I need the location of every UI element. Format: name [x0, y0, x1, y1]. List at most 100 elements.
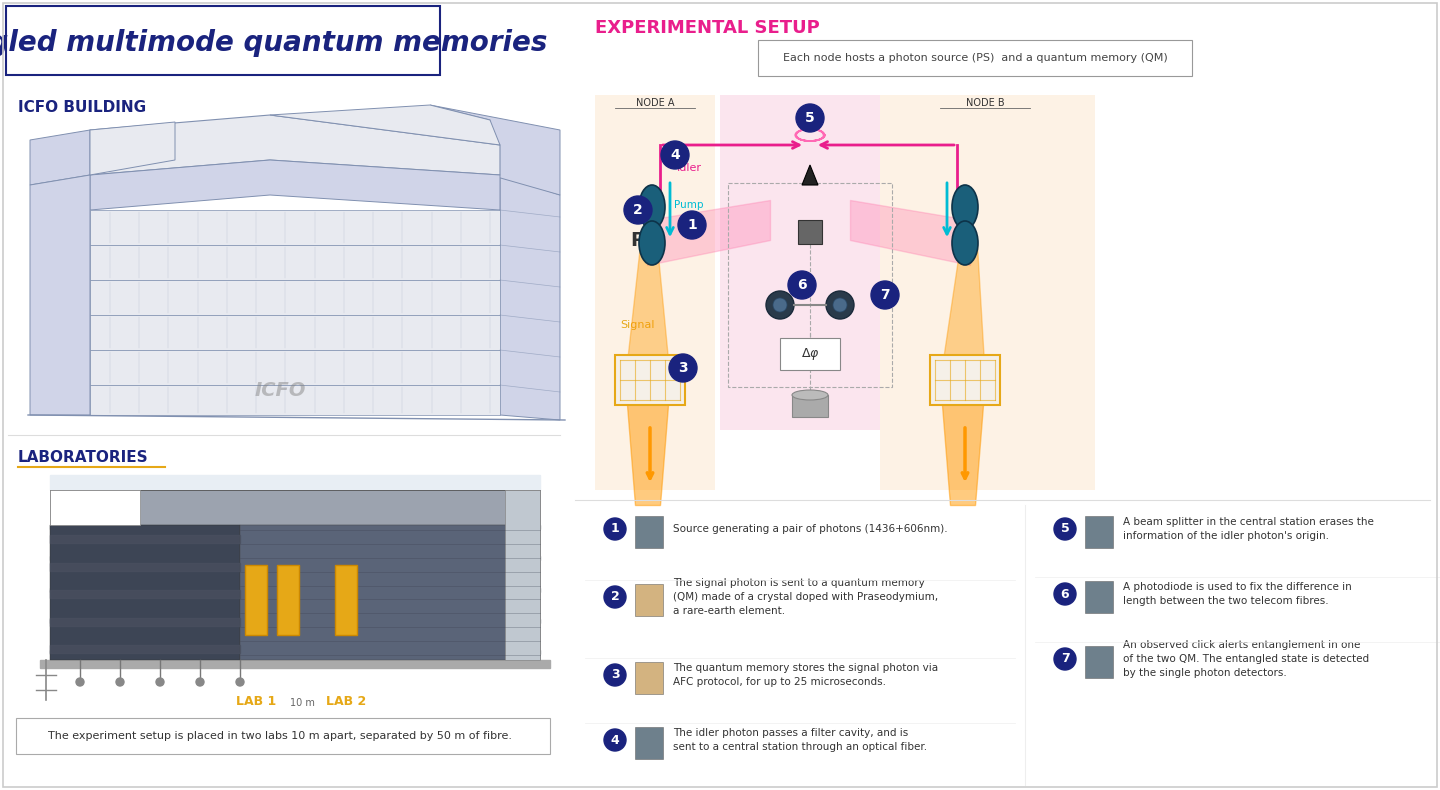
Text: 3: 3 — [678, 361, 688, 375]
Polygon shape — [89, 315, 500, 350]
Polygon shape — [431, 105, 560, 195]
Text: LAB 1: LAB 1 — [236, 695, 276, 708]
Circle shape — [603, 729, 626, 751]
Polygon shape — [500, 175, 560, 420]
Circle shape — [196, 678, 204, 686]
Circle shape — [117, 678, 124, 686]
Text: 5: 5 — [805, 111, 815, 125]
Bar — [50, 490, 540, 660]
Circle shape — [76, 678, 84, 686]
Text: 4: 4 — [611, 733, 619, 747]
Text: NODE A: NODE A — [635, 98, 674, 108]
Circle shape — [766, 291, 793, 319]
Text: Signal: Signal — [621, 320, 655, 330]
Ellipse shape — [639, 221, 665, 265]
Text: 2: 2 — [634, 203, 642, 217]
Bar — [635, 727, 662, 759]
Circle shape — [624, 196, 652, 224]
Bar — [245, 565, 266, 635]
Text: LABORATORIES: LABORATORIES — [17, 450, 148, 465]
Bar — [635, 662, 662, 694]
Text: The experiment setup is placed in two labs 10 m apart, separated by 50 m of fibr: The experiment setup is placed in two la… — [48, 731, 513, 741]
Polygon shape — [89, 210, 500, 245]
Polygon shape — [30, 130, 89, 185]
Bar — [930, 355, 999, 405]
Text: The idler photon passes a filter cavity, and is
sent to a central station throug: The idler photon passes a filter cavity,… — [672, 728, 927, 752]
Bar — [50, 490, 540, 525]
Ellipse shape — [639, 185, 665, 229]
Circle shape — [1054, 518, 1076, 540]
Ellipse shape — [952, 185, 978, 229]
Ellipse shape — [952, 221, 978, 265]
Polygon shape — [30, 175, 89, 415]
Bar — [50, 475, 540, 490]
Circle shape — [773, 298, 788, 312]
Bar — [615, 355, 685, 405]
Polygon shape — [89, 350, 500, 385]
Circle shape — [1054, 583, 1076, 605]
Bar — [1084, 516, 1113, 548]
Text: 7: 7 — [880, 288, 890, 302]
Text: Each node hosts a photon source (PS)  and a quantum memory (QM): Each node hosts a photon source (PS) and… — [782, 53, 1168, 63]
Polygon shape — [89, 122, 176, 175]
Bar — [1084, 646, 1113, 678]
Text: The signal photon is sent to a quantum memory
(QM) made of a crystal doped with : The signal photon is sent to a quantum m… — [672, 578, 937, 616]
Text: $\Delta\varphi$: $\Delta\varphi$ — [801, 346, 819, 362]
Text: 6: 6 — [798, 278, 806, 292]
Polygon shape — [271, 105, 500, 145]
Bar — [240, 525, 540, 660]
Circle shape — [788, 271, 816, 299]
Circle shape — [678, 211, 706, 239]
Text: The quantum memory stores the signal photon via
AFC protocol, for up to 25 micro: The quantum memory stores the signal pho… — [672, 663, 937, 687]
Polygon shape — [89, 115, 500, 175]
Bar — [50, 590, 240, 598]
Polygon shape — [595, 95, 716, 490]
Bar — [50, 619, 540, 623]
Circle shape — [603, 518, 626, 540]
Text: 10 m: 10 m — [289, 698, 314, 708]
Text: A beam splitter in the central station erases the
information of the idler photo: A beam splitter in the central station e… — [1123, 517, 1374, 541]
Text: Idler: Idler — [677, 163, 703, 173]
Bar — [50, 525, 240, 660]
Text: ICFO BUILDING: ICFO BUILDING — [17, 100, 145, 115]
FancyBboxPatch shape — [780, 338, 840, 370]
Text: An observed click alerts entanglement in one
of the two QM. The entangled state : An observed click alerts entanglement in… — [1123, 640, 1369, 678]
Polygon shape — [89, 280, 500, 315]
Bar — [50, 645, 240, 653]
Circle shape — [670, 354, 697, 382]
Text: EXPERIMENTAL SETUP: EXPERIMENTAL SETUP — [595, 19, 819, 37]
Text: Entangled multimode quantum memories: Entangled multimode quantum memories — [0, 29, 547, 57]
Bar — [635, 516, 662, 548]
Text: Pump: Pump — [674, 200, 704, 210]
Text: PS: PS — [631, 231, 658, 250]
Bar — [50, 535, 240, 543]
Bar — [50, 562, 240, 570]
Bar — [798, 220, 822, 244]
Text: 5: 5 — [1061, 522, 1070, 536]
Text: 1: 1 — [687, 218, 697, 232]
Text: 4: 4 — [670, 148, 680, 162]
Circle shape — [603, 664, 626, 686]
FancyBboxPatch shape — [757, 40, 1192, 76]
Bar — [50, 618, 240, 626]
Bar — [505, 490, 540, 660]
Circle shape — [871, 281, 899, 309]
FancyBboxPatch shape — [6, 6, 441, 75]
Bar — [50, 525, 540, 529]
Text: 7: 7 — [1061, 653, 1070, 665]
Text: 6: 6 — [1061, 588, 1070, 600]
Circle shape — [603, 586, 626, 608]
Text: Source generating a pair of photons (1436+606nm).: Source generating a pair of photons (143… — [672, 524, 948, 534]
Bar — [50, 650, 540, 654]
Text: 1: 1 — [611, 522, 619, 536]
Text: 2: 2 — [611, 590, 619, 604]
Bar — [50, 588, 540, 592]
Text: NODE B: NODE B — [966, 98, 1004, 108]
Bar — [1084, 581, 1113, 613]
Text: QM: QM — [613, 366, 649, 385]
Text: ICFO: ICFO — [255, 381, 305, 400]
Polygon shape — [89, 160, 500, 210]
Circle shape — [832, 298, 847, 312]
Circle shape — [661, 141, 688, 169]
Bar — [792, 395, 828, 417]
